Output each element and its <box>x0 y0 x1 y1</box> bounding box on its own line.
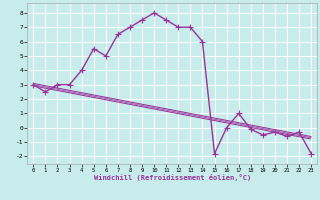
X-axis label: Windchill (Refroidissement éolien,°C): Windchill (Refroidissement éolien,°C) <box>94 174 251 181</box>
